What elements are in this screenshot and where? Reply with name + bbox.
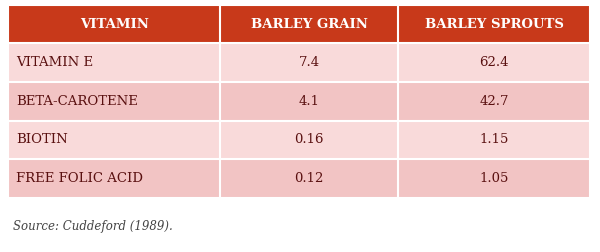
Bar [220,82,398,120]
Bar [398,120,590,159]
Text: BIOTIN: BIOTIN [16,133,68,146]
Text: Source: Cuddeford (1989).: Source: Cuddeford (1989). [13,220,173,233]
Bar [220,5,398,43]
Text: 7.4: 7.4 [299,56,320,69]
Text: 1.05: 1.05 [479,172,509,185]
Text: 1.15: 1.15 [479,133,509,146]
Text: VITAMIN: VITAMIN [80,17,149,30]
Text: 0.16: 0.16 [295,133,324,146]
Bar [8,82,220,120]
Text: FREE FOLIC ACID: FREE FOLIC ACID [16,172,143,185]
Text: BETA-CAROTENE: BETA-CAROTENE [16,94,138,108]
Bar [8,43,220,82]
Bar [220,159,398,198]
Bar [220,43,398,82]
Bar [8,5,220,43]
Text: BARLEY SPROUTS: BARLEY SPROUTS [425,17,563,30]
Text: BARLEY GRAIN: BARLEY GRAIN [251,17,368,30]
Bar [8,120,220,159]
Bar [398,5,590,43]
Bar [398,43,590,82]
Bar [8,159,220,198]
Bar [398,159,590,198]
Text: 42.7: 42.7 [479,94,509,108]
Bar [220,120,398,159]
Text: VITAMIN E: VITAMIN E [16,56,93,69]
Text: 4.1: 4.1 [299,94,320,108]
Text: 62.4: 62.4 [479,56,509,69]
Bar [398,82,590,120]
Text: 0.12: 0.12 [295,172,324,185]
